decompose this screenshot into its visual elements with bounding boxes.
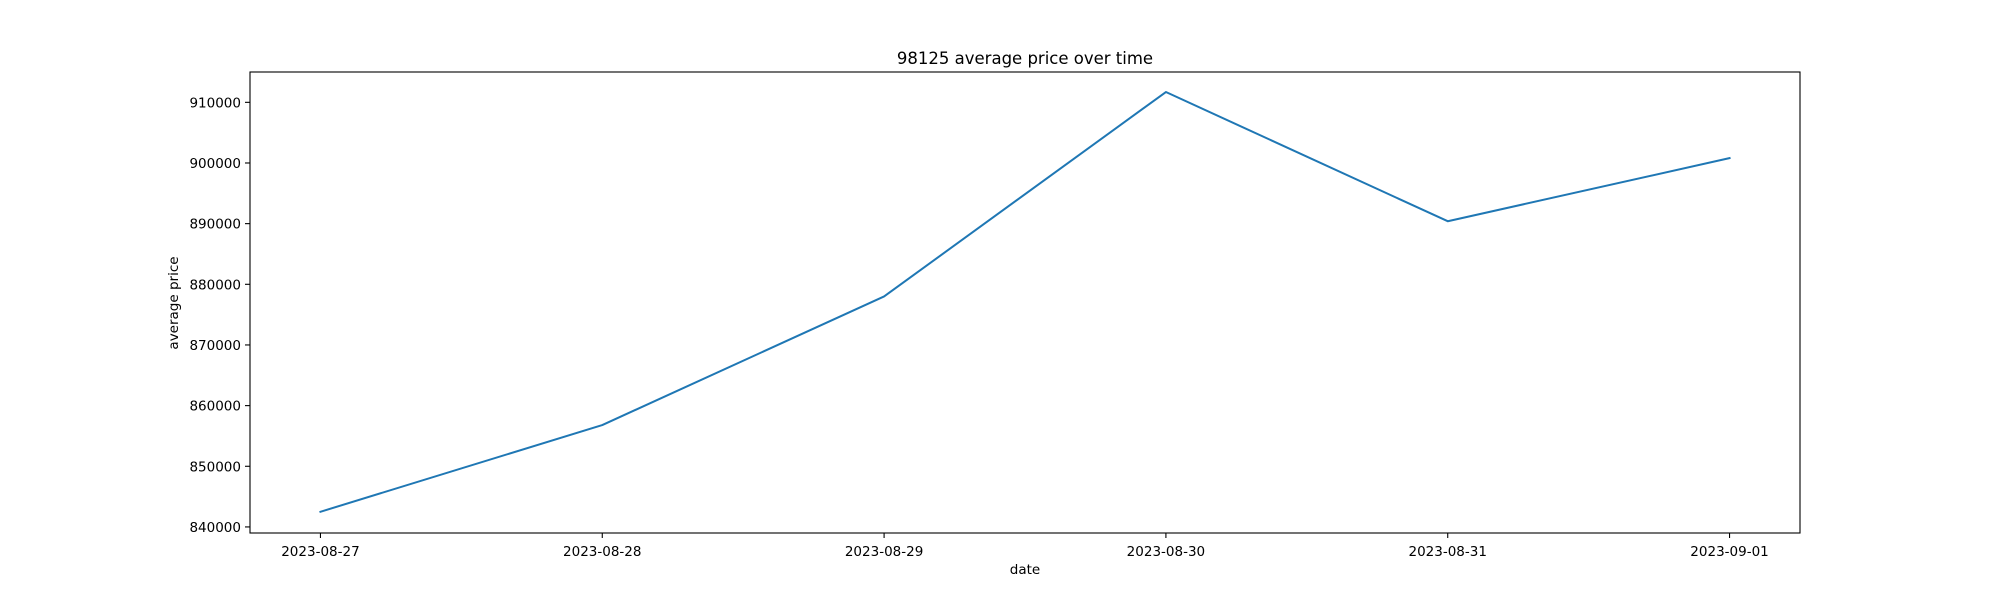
y-tick-label: 900000 xyxy=(189,156,241,172)
y-tick-label: 870000 xyxy=(189,338,241,354)
y-tick-label: 890000 xyxy=(189,217,241,233)
x-tick-label: 2023-09-01 xyxy=(1690,544,1768,560)
series-line-0 xyxy=(319,91,1731,514)
x-tick-label: 2023-08-31 xyxy=(1408,544,1486,560)
x-tick-label: 2023-08-30 xyxy=(1127,544,1205,560)
y-tick-label: 850000 xyxy=(189,459,241,475)
y-tick-label: 840000 xyxy=(189,520,241,536)
y-tick-label: 860000 xyxy=(189,399,241,415)
x-tick-label: 2023-08-29 xyxy=(845,544,923,560)
chart-title: 98125 average price over time xyxy=(897,49,1153,68)
x-tick-label: 2023-08-27 xyxy=(281,544,359,560)
y-tick-label: 880000 xyxy=(189,277,241,293)
x-axis-label: date xyxy=(1010,562,1040,578)
plot-area: 2023-08-27 2023-08-28 2023-08-29 2023-08-30… xyxy=(189,71,1801,560)
plot-frame xyxy=(249,71,1801,534)
x-tick-label: 2023-08-28 xyxy=(563,544,641,560)
y-axis-label: average price xyxy=(166,256,182,349)
y-tick-label: 910000 xyxy=(189,95,241,111)
